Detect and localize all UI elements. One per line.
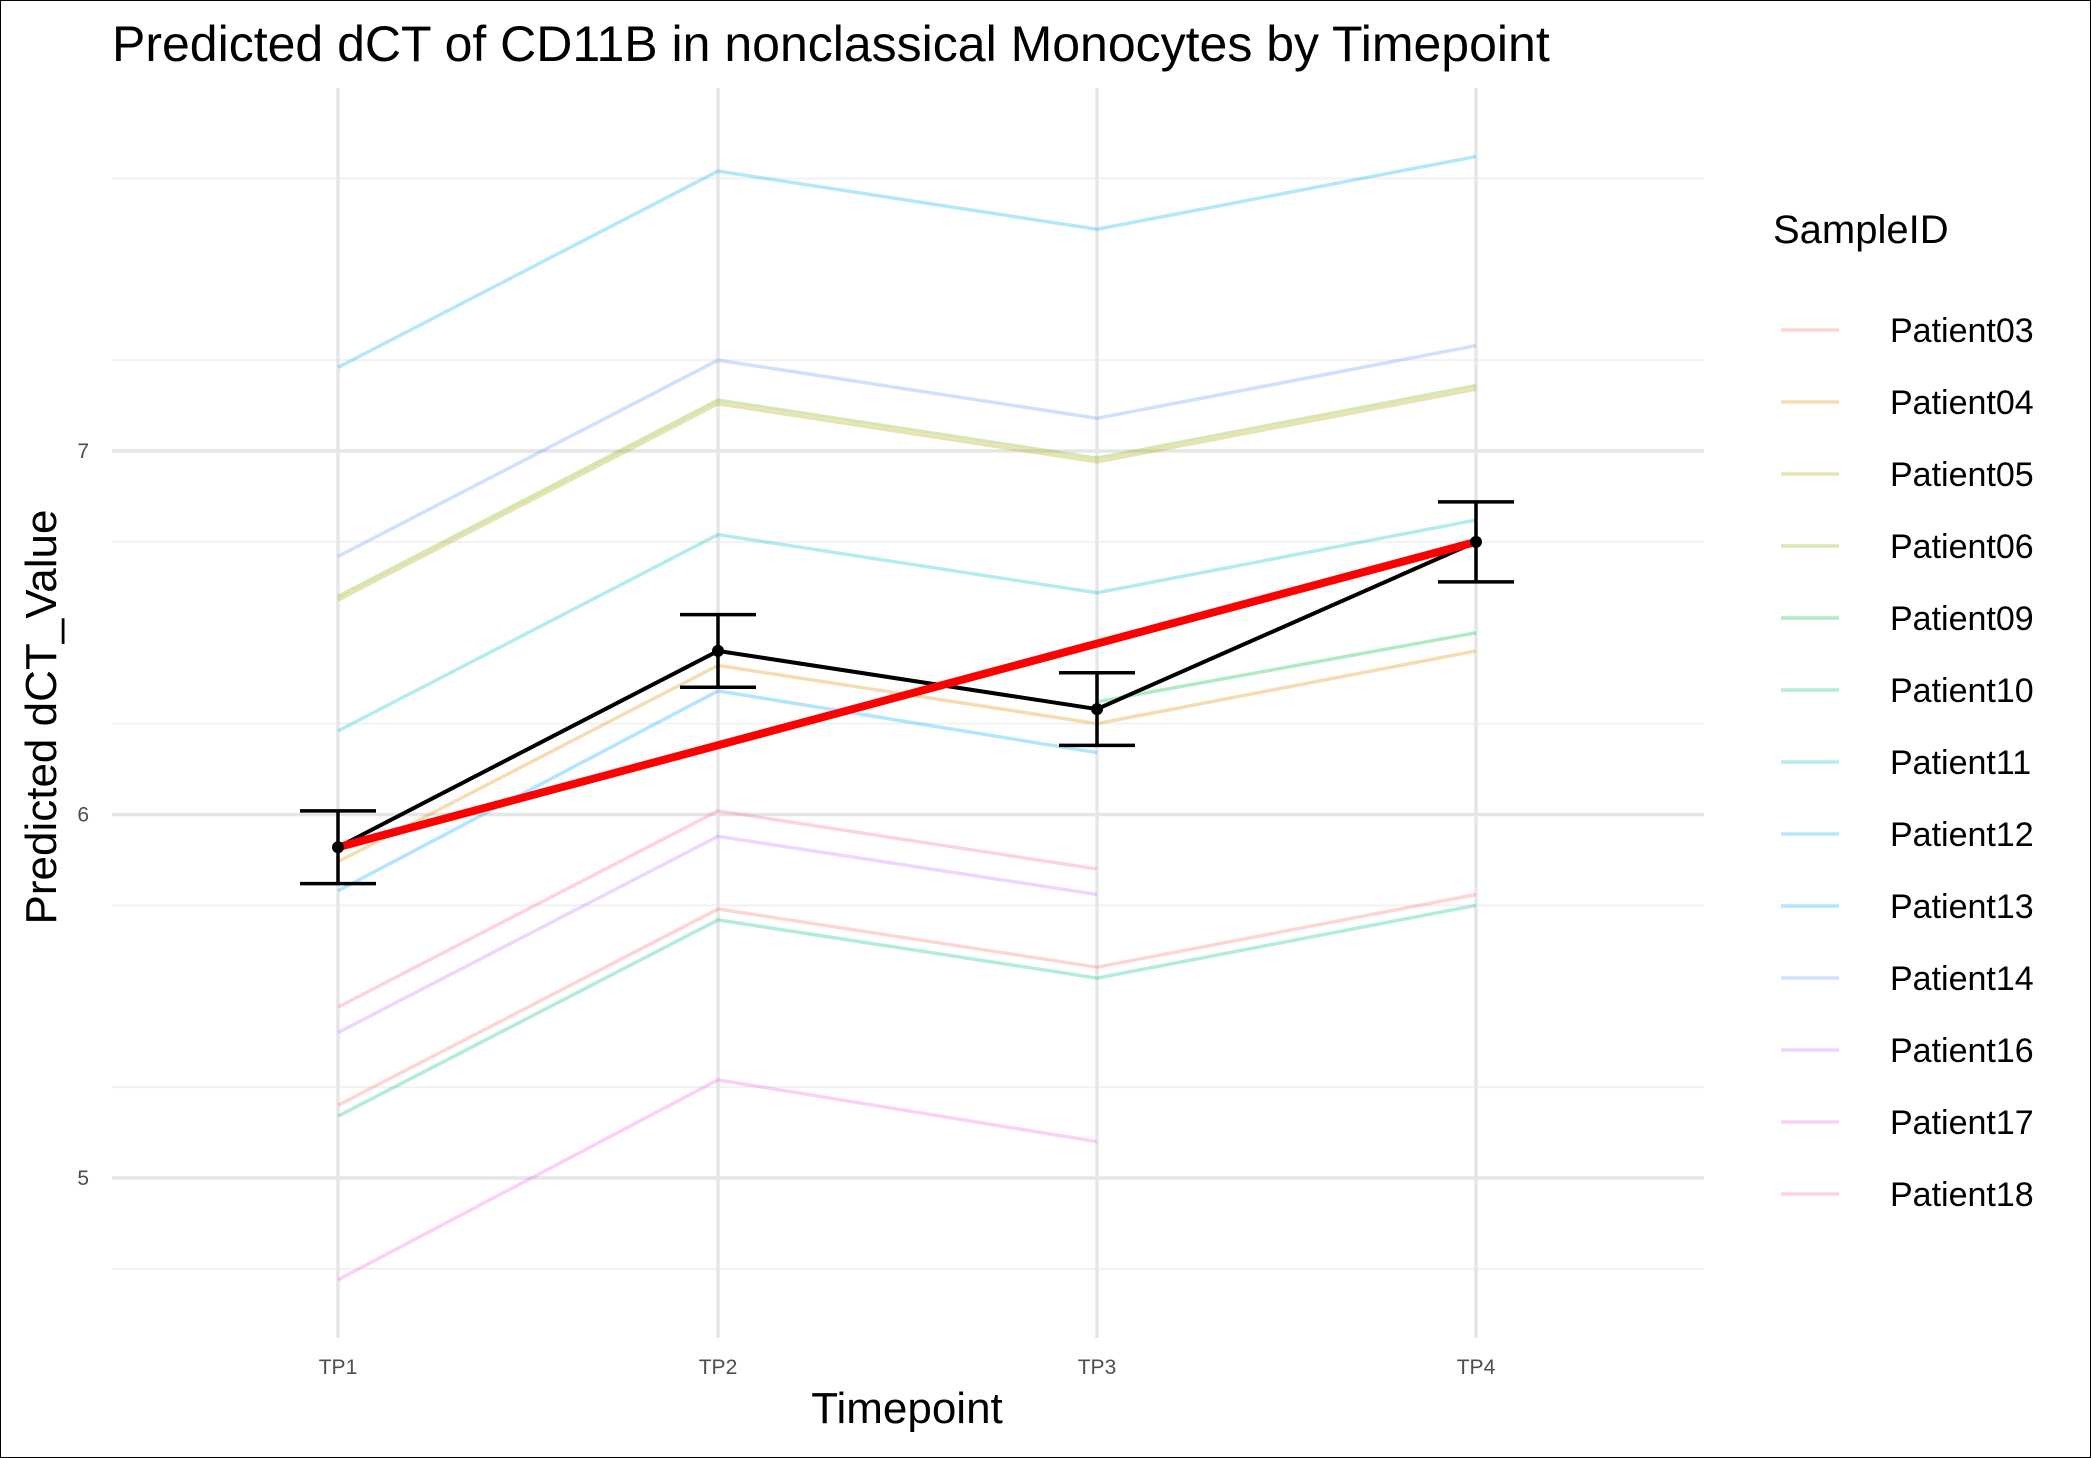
legend: SampleID Patient03Patient04Patient05Pati…: [1773, 208, 2034, 1214]
trend-line-segment: [334, 537, 1480, 852]
legend-label: Patient03: [1890, 312, 2034, 350]
legend-item: Patient11: [1781, 744, 2031, 782]
x-tick-label: TP2: [699, 1356, 738, 1379]
y-tick-label: 6: [77, 804, 89, 827]
x-tick-label: TP3: [1078, 1356, 1117, 1379]
legend-items: Patient03 Patient04 Patient05 Patient06 Pati…: [1781, 312, 2034, 1214]
x-axis-title: Timepoint: [811, 1384, 1003, 1433]
y-axis-title: Predicted dCT_Value: [17, 510, 66, 925]
chart-title: Predicted dCT of CD11B in nonclassical M…: [112, 16, 1550, 72]
legend-item: Patient04: [1781, 384, 2034, 422]
legend-item: Patient09: [1781, 600, 2034, 638]
legend-item: Patient12: [1781, 816, 2034, 854]
mean-line: [337, 540, 1477, 849]
legend-label: Patient14: [1890, 960, 2034, 998]
legend-label: Patient06: [1890, 528, 2034, 566]
y-axis-ticks: 5 6 7: [77, 440, 89, 1190]
legend-label: Patient18: [1890, 1176, 2034, 1214]
mean-point: [712, 644, 724, 657]
legend-label: Patient13: [1890, 888, 2034, 926]
series-line-patient18: [337, 809, 1098, 1009]
trend-line: [332, 535, 1482, 854]
legend-label: Patient17: [1890, 1104, 2034, 1142]
legend-item: Patient17: [1781, 1104, 2034, 1142]
mean-series: [300, 500, 1514, 886]
series-line-patient13: [337, 689, 1098, 893]
series-line-patient14: [337, 343, 1477, 558]
legend-label: Patient09: [1890, 600, 2034, 638]
legend-label: Patient11: [1890, 744, 2031, 782]
series-line-patient05: [337, 387, 1477, 602]
legend-item: Patient18: [1781, 1176, 2034, 1214]
legend-label: Patient05: [1890, 456, 2034, 494]
x-tick-label: TP4: [1457, 1356, 1496, 1379]
grid: [112, 88, 1704, 1338]
mean-point: [1091, 703, 1103, 716]
series-line-patient10: [337, 903, 1477, 1118]
legend-label: Patient16: [1890, 1032, 2034, 1070]
series-line-patient06: [337, 383, 1477, 598]
series-line-patient09: [1096, 631, 1477, 704]
y-tick-label: 7: [77, 440, 89, 463]
series-line-patient12: [337, 154, 1477, 369]
legend-item: Patient03: [1781, 312, 2034, 350]
mean-point: [1470, 535, 1482, 548]
mean-point: [332, 841, 344, 854]
series-line-patient11: [337, 518, 1477, 733]
x-axis-ticks: TP1 TP2 TP3 TP4: [319, 1356, 1496, 1379]
legend-title: SampleID: [1773, 208, 1949, 252]
legend-item: Patient14: [1781, 960, 2034, 998]
y-tick-label: 5: [77, 1167, 89, 1190]
series-line-patient04: [337, 649, 1477, 864]
legend-label: Patient04: [1890, 384, 2034, 422]
legend-label: Patient10: [1890, 672, 2034, 710]
x-tick-label: TP1: [319, 1356, 358, 1379]
legend-item: Patient16: [1781, 1032, 2034, 1070]
legend-item: Patient05: [1781, 456, 2034, 494]
legend-item: Patient06: [1781, 528, 2034, 566]
legend-item: Patient13: [1781, 888, 2034, 926]
series-line-patient03: [337, 892, 1477, 1107]
series-line-patient16: [337, 834, 1098, 1035]
series-line-patient17: [337, 1078, 1098, 1282]
legend-label: Patient12: [1890, 816, 2034, 854]
legend-item: Patient10: [1781, 672, 2034, 710]
patient-series-lines: [337, 154, 1477, 1282]
